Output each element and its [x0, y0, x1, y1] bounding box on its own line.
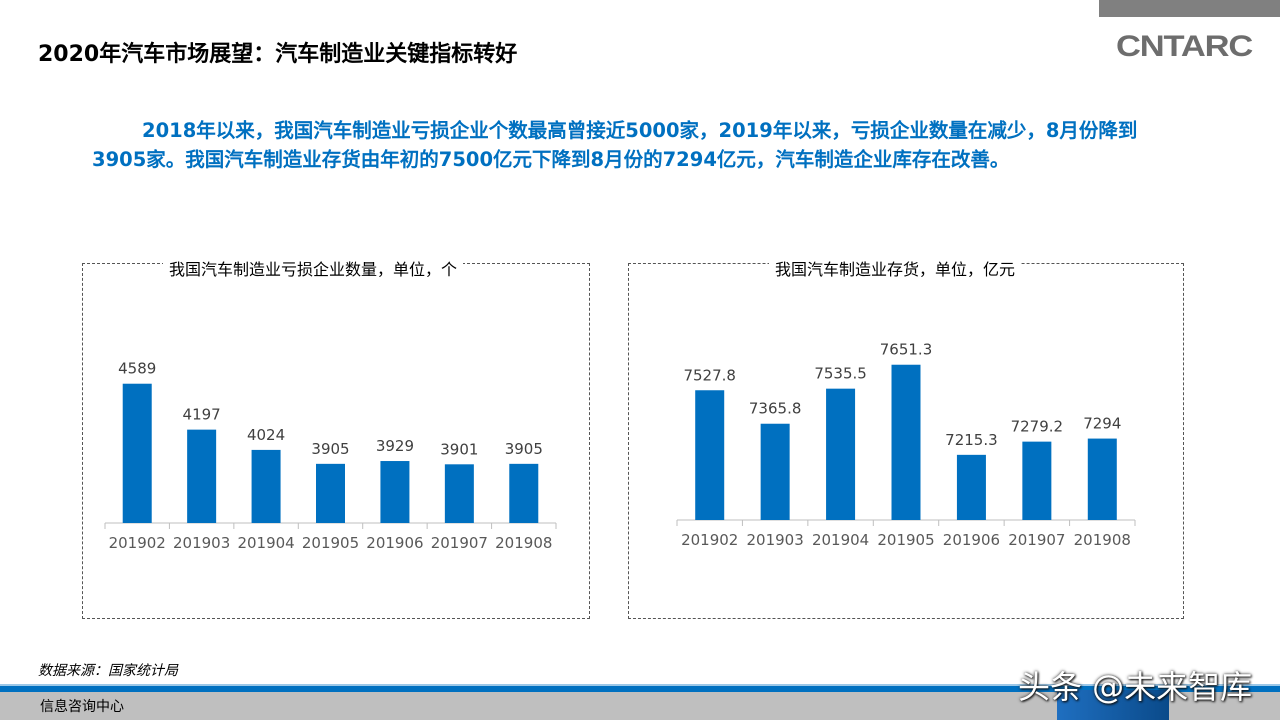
bar	[444, 464, 474, 523]
bar	[251, 449, 281, 523]
x-tick-label: 201908	[495, 534, 552, 552]
data-label: 4197	[183, 406, 221, 424]
bar	[956, 454, 986, 520]
x-tick-label: 201906	[943, 531, 1000, 549]
data-label: 7535.5	[814, 365, 867, 383]
inventory-chart: 我国汽车制造业存货，单位，亿元 7527.8 201902 7365.8 201903…	[628, 256, 1184, 619]
bar	[122, 383, 152, 523]
bar	[1087, 438, 1117, 520]
data-label: 3905	[311, 440, 349, 458]
x-tick-label: 201908	[1074, 531, 1131, 549]
bar	[1022, 441, 1052, 520]
data-label: 3905	[505, 440, 543, 458]
chart-title: 我国汽车制造业亏损企业数量，单位，个	[163, 256, 464, 280]
data-label: 3929	[376, 437, 414, 455]
x-tick-label: 201907	[431, 534, 488, 552]
x-tick-label: 201905	[302, 534, 359, 552]
summary-text: 2018年以来，我国汽车制造业亏损企业个数最高曾接近5000家，2019年以来，…	[92, 119, 1138, 171]
watermark: 头条 @未来智库	[1018, 668, 1253, 706]
footer-stripe	[0, 684, 1280, 692]
data-label: 4589	[118, 360, 156, 378]
x-tick-label: 201907	[1008, 531, 1065, 549]
bar	[509, 463, 539, 523]
footer-org: 信息咨询中心	[40, 699, 124, 715]
bar	[380, 461, 410, 523]
data-label: 7651.3	[880, 341, 933, 359]
x-tick-label: 201905	[877, 531, 934, 549]
x-tick-label: 201904	[812, 531, 869, 549]
bar	[695, 390, 725, 520]
bar	[187, 429, 217, 523]
top-accent-bar	[1099, 0, 1280, 17]
bar	[891, 364, 921, 520]
x-tick-label: 201902	[681, 531, 738, 549]
catarc-logo: CNTARC	[1116, 30, 1253, 63]
data-label: 7294	[1083, 415, 1121, 433]
x-tick-label: 201904	[237, 534, 294, 552]
x-tick-label: 201903	[173, 534, 230, 552]
bar	[826, 388, 856, 520]
data-source: 数据来源：国家统计局	[38, 663, 178, 679]
bar-chart-svg: 4589 201902 4197 201903 4024 201904 3905 201905…	[104, 360, 557, 552]
data-label: 7215.3	[945, 431, 998, 449]
data-label: 4024	[247, 426, 285, 444]
chart-title: 我国汽车制造业存货，单位，亿元	[769, 256, 1022, 280]
data-label: 7279.2	[1011, 418, 1064, 436]
bar	[760, 423, 790, 520]
bar	[316, 463, 345, 523]
data-label: 7365.8	[749, 400, 802, 418]
footer-blue-block	[1057, 690, 1169, 720]
bar-chart-svg: 7527.8 201902 7365.8 201903 7535.5 201904 7651…	[676, 341, 1136, 549]
x-tick-label: 201903	[747, 531, 804, 549]
slide-title: 2020年汽车市场展望：汽车制造业关键指标转好	[38, 42, 518, 67]
data-label: 3901	[440, 440, 478, 458]
data-label: 7527.8	[683, 366, 736, 384]
x-tick-label: 201906	[366, 534, 423, 552]
loss-enterprises-chart: 我国汽车制造业亏损企业数量，单位，个 4589 201902 4197 201903 4…	[82, 256, 590, 619]
x-tick-label: 201902	[109, 534, 166, 552]
